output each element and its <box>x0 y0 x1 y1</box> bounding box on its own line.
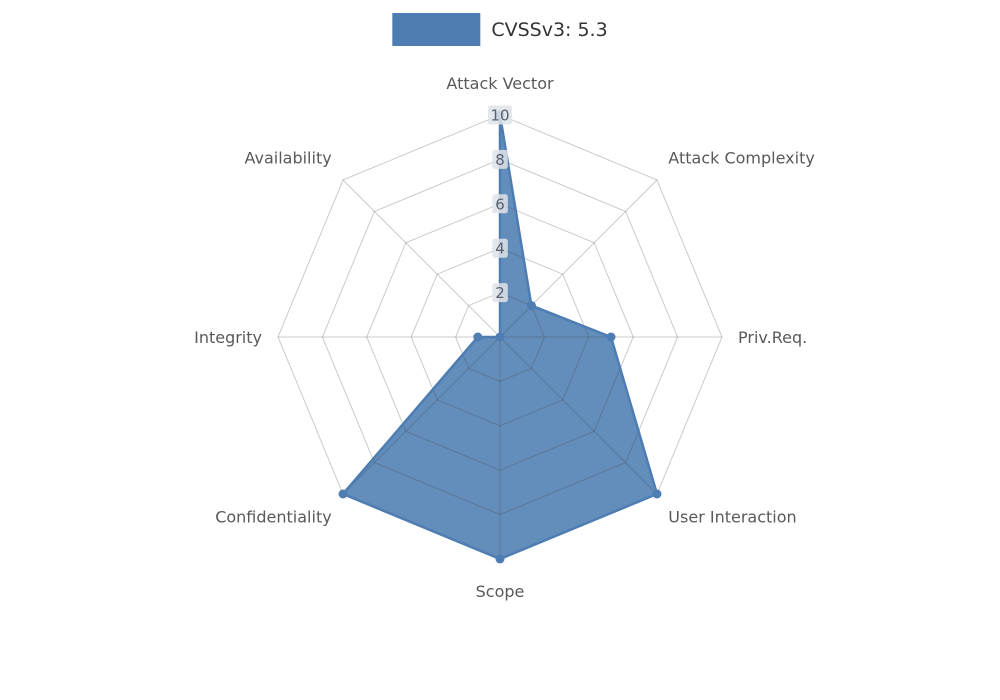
radar-vertex-marker <box>526 301 536 311</box>
grid-ring <box>321 158 679 516</box>
axis-label: Integrity <box>194 328 262 347</box>
tick-label-box <box>492 194 508 214</box>
axis-label: Scope <box>476 582 525 601</box>
tick-label-box <box>492 238 508 258</box>
radar-vertex-marker <box>338 489 348 499</box>
radar-vertex-marker <box>652 489 662 499</box>
grid-spoke <box>499 179 658 338</box>
grid-spoke <box>342 179 501 338</box>
tick-label: 4 <box>495 240 505 258</box>
tick-label: 8 <box>495 151 505 169</box>
radar-vertex-marker <box>495 332 505 342</box>
grid-ring <box>455 292 545 382</box>
radar-vertex-marker <box>473 332 483 342</box>
radar-vertex-marker <box>606 332 616 342</box>
axis-label: Availability <box>244 148 331 167</box>
axis-label: Attack Complexity <box>668 148 815 167</box>
grid-ring <box>410 247 590 427</box>
tick-label: 10 <box>490 107 509 125</box>
legend-label: CVSSv3: 5.3 <box>491 18 608 41</box>
chart-legend: CVSSv3: 5.3 <box>392 13 608 46</box>
axis-labels: Attack Vector Attack Complexity Priv.Req. U… <box>194 74 815 601</box>
grid-spoke <box>342 336 501 495</box>
axis-label: Priv.Req. <box>738 328 807 347</box>
tick-label-box <box>492 283 508 303</box>
grid-spoke <box>499 336 658 495</box>
radar-vertex-marker <box>495 554 505 564</box>
grid-ring <box>366 203 634 471</box>
radial-tick-labels: 2 4 6 8 10 <box>488 105 512 303</box>
axis-label: Attack Vector <box>446 74 554 93</box>
axis-label: Confidentiality <box>215 508 331 527</box>
legend-swatch <box>392 13 481 46</box>
tick-label: 6 <box>495 195 505 213</box>
tick-label-box <box>488 105 512 125</box>
axis-label: User Interaction <box>668 508 796 527</box>
tick-label-box <box>492 149 508 169</box>
tick-label: 2 <box>495 284 505 302</box>
